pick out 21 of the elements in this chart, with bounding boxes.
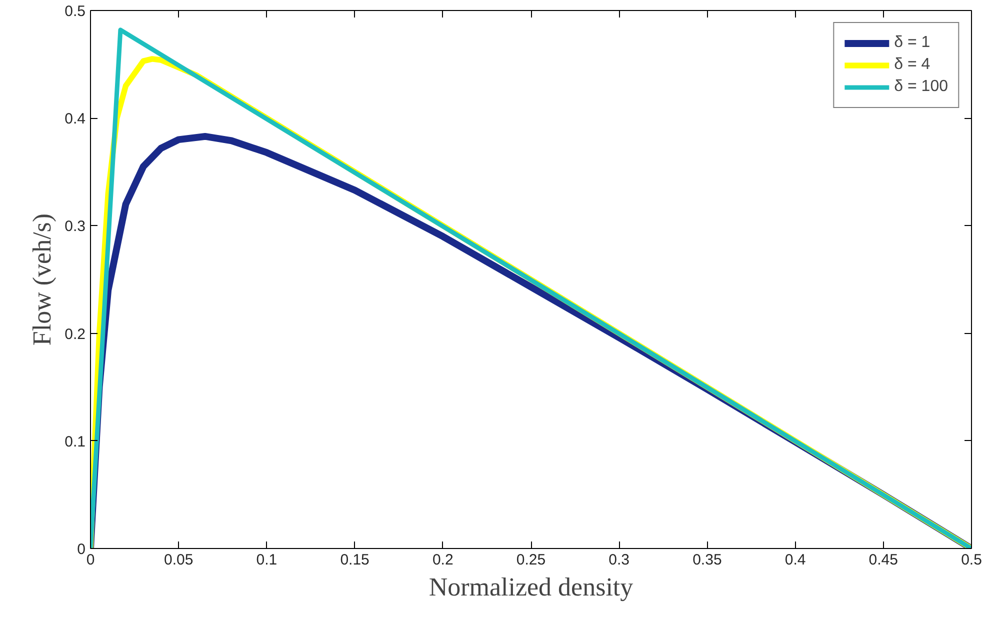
x-tick-label: 0.3: [608, 552, 630, 568]
x-axis-title: Normalized density: [428, 572, 634, 602]
legend-label: δ = 4: [894, 56, 930, 74]
x-tick-label: 0.45: [868, 552, 898, 568]
x-tick-label: 0.15: [340, 552, 370, 568]
x-tick-label: 0.05: [164, 552, 194, 568]
x-tick-label: 0.25: [516, 552, 546, 568]
legend-label: δ = 100: [894, 78, 948, 96]
x-tick-label: 0.1: [256, 552, 278, 568]
y-tick-label: 0.5: [64, 3, 86, 20]
y-tick-label: 0.2: [64, 326, 86, 343]
y-tick-label: 0.4: [64, 110, 86, 128]
x-tick-label: 0.2: [432, 552, 454, 568]
y-tick-label: 0.3: [64, 218, 86, 236]
y-axis-title: Flow (veh/s): [28, 213, 57, 346]
x-tick-label: 0.35: [692, 552, 722, 568]
y-tick-label: 0: [77, 541, 86, 558]
x-tick-label: 0.4: [784, 552, 806, 568]
legend-label: δ = 1: [894, 34, 930, 52]
x-tick-label: 0.5: [961, 552, 982, 568]
y-tick-label: 0.1: [64, 433, 86, 450]
